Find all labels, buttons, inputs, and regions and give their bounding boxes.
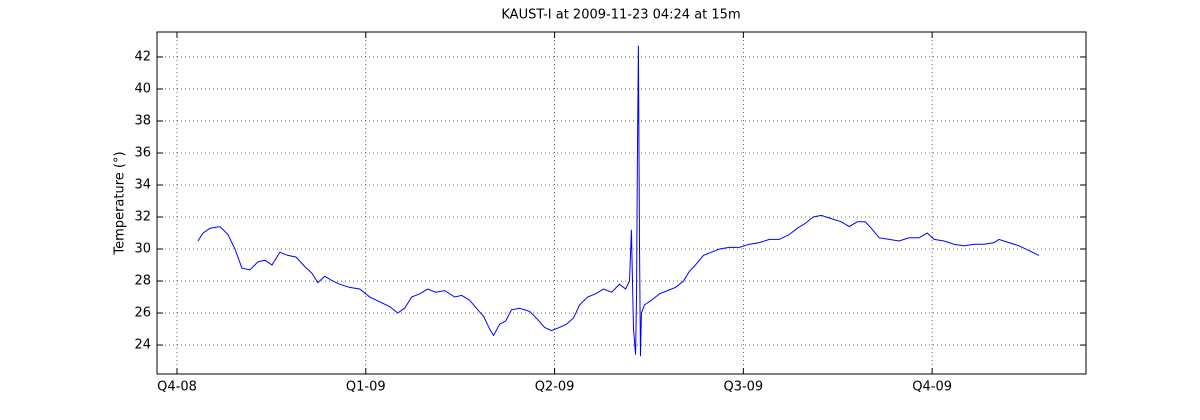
x-tick-label: Q1-09	[346, 380, 386, 395]
y-tick-label: 34	[134, 177, 151, 192]
y-tick-label: 26	[134, 306, 151, 321]
plot-frame	[156, 31, 1087, 375]
y-tick-label: 42	[134, 49, 151, 64]
x-tick-label: Q2-09	[535, 380, 575, 395]
y-tick-label: 24	[134, 338, 151, 353]
x-tick-label: Q4-09	[912, 380, 952, 395]
y-tick-label: 28	[134, 274, 151, 289]
y-tick-label: 38	[134, 113, 151, 128]
x-tick-label: Q4-08	[157, 380, 197, 395]
x-tick-label: Q3-09	[723, 380, 763, 395]
y-tick-label: 30	[134, 242, 151, 257]
y-tick-label: 32	[134, 210, 151, 225]
y-tick-label: 40	[134, 81, 151, 96]
temperature-line	[197, 45, 1040, 357]
y-axis-label: Temperature (°)	[113, 151, 128, 255]
y-tick-label: 36	[134, 145, 151, 160]
chart-title: KAUST-I at 2009-11-23 04:24 at 15m	[501, 8, 740, 23]
